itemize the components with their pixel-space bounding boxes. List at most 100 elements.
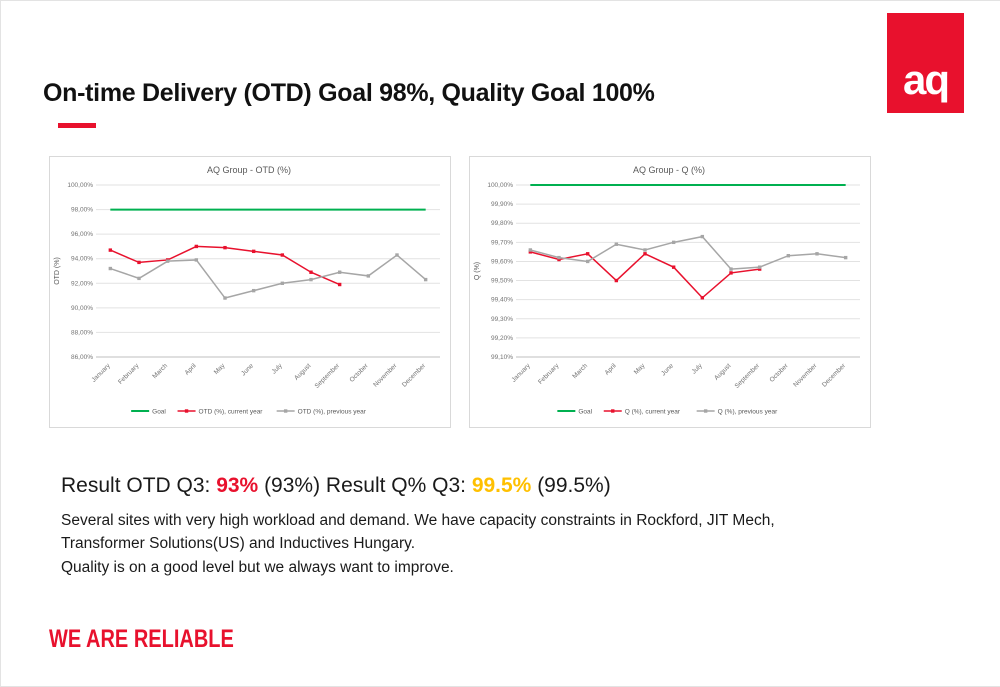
y-tick-label: 96,00% [71, 231, 93, 238]
y-tick-label: 92,00% [71, 280, 93, 287]
legend-label-q-previous-year: Q (%), previous year [718, 408, 778, 415]
y-tick-label: 100,00% [487, 182, 513, 189]
series-otd-current-year [110, 245, 340, 286]
marker-q-previous-year [614, 242, 619, 246]
marker-otd-previous-year [309, 277, 313, 282]
commentary: Several sites with very high workload an… [61, 509, 775, 579]
q-chart: AQ Group - Q (%) 99,10% 99,20% 99,30% 99,40%… [474, 165, 860, 415]
y-tick-label: 86,00% [71, 354, 93, 361]
commentary-line-3: Quality is on a good level but we always… [61, 558, 454, 576]
marker-q-previous-year [815, 252, 819, 256]
y-tick-label: 99,70% [491, 239, 513, 246]
marker-q-previous-year [843, 255, 848, 260]
result-prefix: Result OTD Q3: [61, 474, 217, 497]
y-tick-label: 99,40% [491, 297, 513, 304]
legend-label-otd-previous-year: OTD (%), previous year [298, 408, 367, 415]
marker-otd-previous-year [165, 259, 170, 263]
y-tick-label: 99,80% [491, 220, 513, 227]
marker-q-previous-year [585, 259, 590, 264]
marker-q-previous-year [786, 254, 791, 258]
y-tick-label: 98,00% [71, 207, 93, 214]
x-tick-label: December [401, 362, 428, 389]
x-tick-label: February [117, 362, 141, 386]
series-q-previous-year [530, 235, 846, 270]
x-tick-label: June [240, 362, 255, 377]
title-accent-bar [58, 123, 96, 128]
x-tick-label: August [713, 362, 732, 381]
chart-title: AQ Group - Q (%) [633, 165, 705, 175]
x-tick-label: January [90, 362, 112, 384]
footer-tagline: WE ARE RELIABLE [49, 625, 234, 653]
y-tick-label: 99,10% [491, 354, 513, 361]
marker-otd-current-year [194, 244, 199, 249]
x-tick-label: November [792, 362, 819, 389]
x-tick-label: December [821, 362, 848, 389]
x-tick-label: April [184, 362, 199, 377]
marker-otd-current-year [280, 253, 285, 257]
x-tick-label: October [348, 362, 370, 384]
marker-otd-previous-year [223, 296, 227, 300]
x-tick-label: July [691, 362, 705, 376]
marker-q-current-year [643, 252, 647, 256]
q-chart-panel: AQ Group - Q (%) 99,10% 99,20% 99,30% 99,40%… [469, 156, 871, 428]
x-tick-label: November [372, 362, 399, 389]
result-otd-value: 93% [216, 474, 259, 497]
legend-label-goal: Goal [152, 408, 166, 415]
legend-label-goal: Goal [578, 408, 592, 415]
x-tick-label: August [293, 362, 312, 381]
y-tick-label: 100,00% [67, 182, 93, 189]
marker-q-previous-year [643, 248, 647, 252]
page-title: On-time Delivery (OTD) Goal 98%, Quality… [43, 79, 655, 107]
x-tick-label: February [537, 362, 561, 386]
otd-chart-panel: AQ Group - OTD (%) 86,00% 88,00% 90,00% 92,0… [49, 156, 451, 428]
otd-chart: AQ Group - OTD (%) 86,00% 88,00% 90,00% 92,0… [54, 165, 440, 415]
marker-q-previous-year [700, 234, 705, 239]
commentary-line-1: Several sites with very high workload an… [61, 512, 775, 529]
x-tick-label: September [734, 362, 762, 390]
marker-otd-current-year [108, 248, 113, 252]
marker-otd-previous-year [337, 270, 342, 274]
marker-q-previous-year [757, 265, 762, 269]
marker-otd-previous-year [395, 253, 399, 257]
y-tick-label: 94,00% [71, 256, 93, 263]
marker-otd-previous-year [280, 281, 285, 285]
y-tick-label: 99,20% [491, 335, 513, 342]
y-tick-label: 88,00% [71, 329, 93, 336]
marker-otd-previous-year [251, 288, 256, 293]
marker-q-current-year [585, 252, 590, 256]
marker-q-current-year [757, 267, 762, 271]
result-q-value: 99.5% [471, 474, 532, 497]
y-tick-label: 99,60% [491, 258, 513, 265]
y-axis-title: OTD (%) [54, 257, 61, 285]
x-tick-label: May [633, 362, 647, 376]
marker-otd-current-year [251, 249, 256, 254]
series-otd-previous-year [110, 254, 427, 299]
marker-otd-current-year [309, 270, 313, 274]
marker-otd-current-year [337, 282, 342, 287]
marker-q-current-year [528, 250, 533, 254]
chart-title: AQ Group - OTD (%) [207, 165, 291, 175]
y-tick-label: 99,50% [491, 278, 513, 285]
y-tick-label: 90,00% [71, 305, 93, 312]
x-tick-label: March [571, 362, 589, 380]
aq-logo: aq [887, 13, 964, 113]
marker-q-current-year [614, 278, 619, 283]
x-tick-label: September [314, 362, 342, 390]
x-tick-label: March [151, 362, 169, 380]
x-tick-label: October [768, 362, 790, 384]
legend-label-q-current-year: Q (%), current year [625, 408, 681, 415]
marker-otd-current-year [223, 245, 227, 250]
result-line: Result OTD Q3: 93% (93%) Result Q% Q3: 9… [61, 474, 611, 498]
y-axis-title: Q (%) [474, 262, 481, 280]
marker-otd-previous-year [108, 266, 113, 271]
marker-q-current-year [729, 271, 733, 275]
x-tick-label: May [213, 362, 227, 376]
result-suffix: (99.5%) [531, 474, 611, 497]
x-tick-label: July [271, 362, 285, 376]
marker-q-current-year [557, 257, 561, 262]
x-tick-label: January [510, 362, 532, 384]
marker-q-current-year [700, 296, 705, 300]
y-tick-label: 99,30% [491, 316, 513, 323]
marker-q-previous-year [528, 248, 533, 252]
